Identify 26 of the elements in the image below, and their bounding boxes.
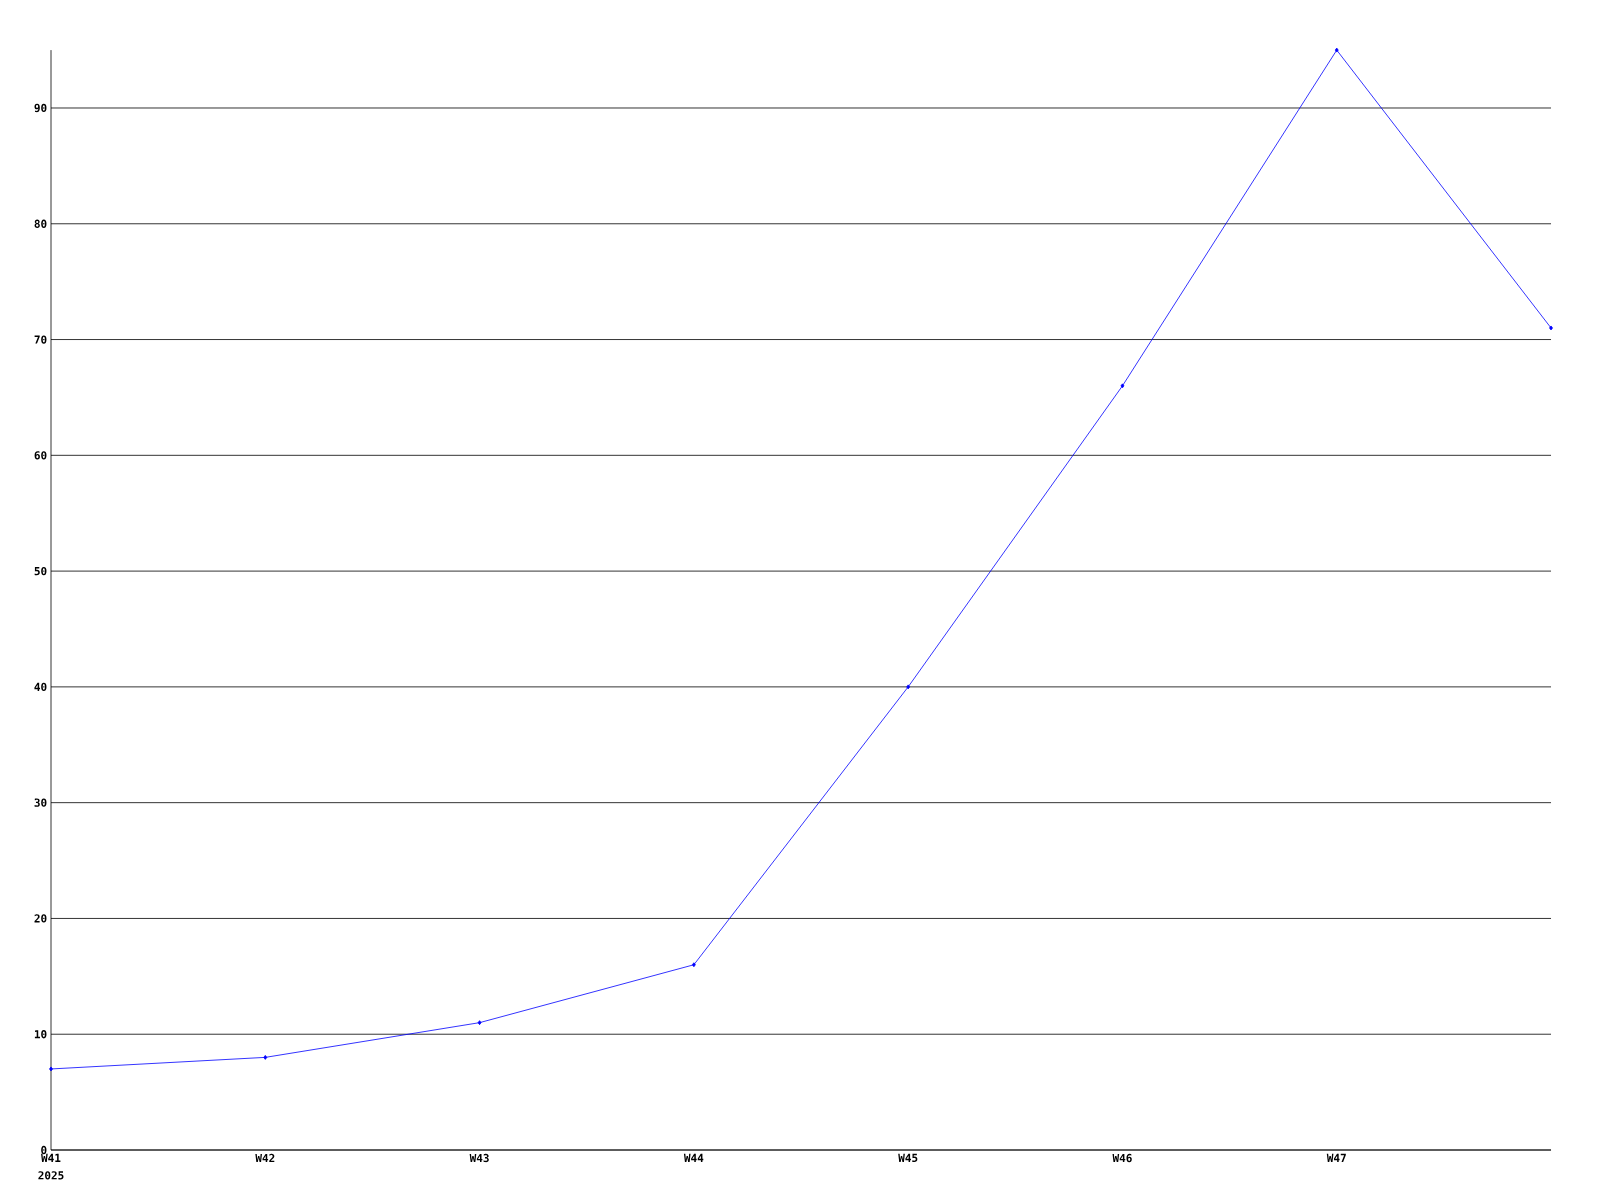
y-tick-label: 50 [34, 566, 47, 576]
y-tick-label: 0 [41, 1145, 47, 1155]
point [49, 1066, 53, 1072]
x-tick-label: W41 [41, 1153, 61, 1162]
point [691, 962, 696, 968]
point [477, 1020, 482, 1026]
x-tick-label: W45 [898, 1153, 918, 1163]
x-tick-label: W43 [469, 1153, 489, 1163]
point [1334, 47, 1339, 53]
x-tick-label: W46 [1112, 1153, 1132, 1163]
point [1549, 325, 1553, 331]
x-tick-label: W44 [683, 1153, 704, 1162]
point [263, 1054, 268, 1060]
point [906, 684, 911, 690]
y-tick-label: 90 [34, 103, 47, 113]
x-tick-label: W42 [255, 1153, 275, 1163]
y-tick-label: 80 [34, 219, 47, 228]
y-tick-label: 10 [34, 1030, 47, 1039]
y-tick-label: 60 [34, 451, 47, 460]
y-tick-label: 20 [34, 914, 47, 923]
text: 2025 [38, 1171, 64, 1180]
y-tick-label: 70 [34, 335, 47, 344]
y-tick-label: 30 [34, 798, 47, 807]
x-tick-label: W47 [1326, 1153, 1346, 1162]
y-tick-label: 40 [34, 682, 47, 692]
point [1120, 383, 1125, 389]
